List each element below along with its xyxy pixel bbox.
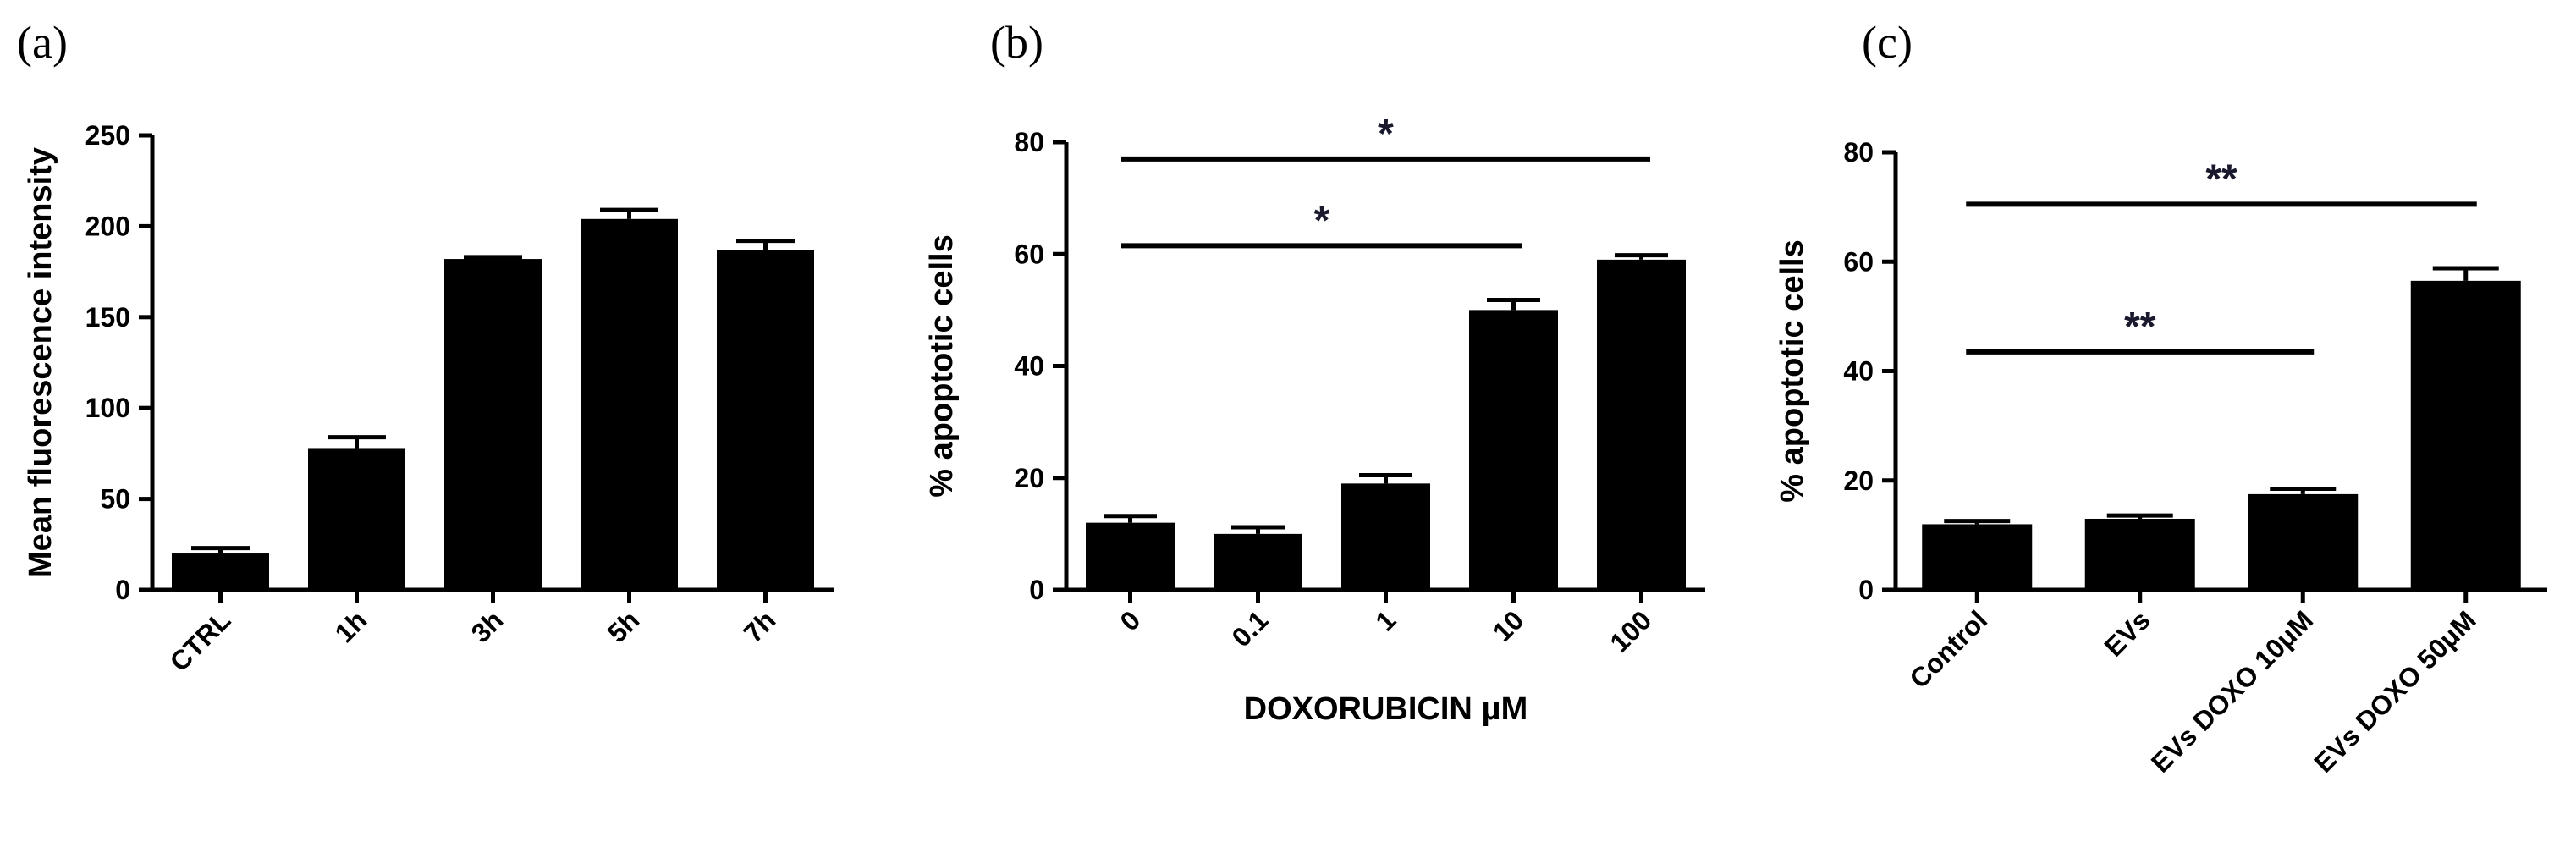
bar-4	[717, 250, 814, 590]
bar-0	[1922, 524, 2033, 590]
panel-label: (c)	[1862, 17, 1913, 68]
bar-3	[1469, 310, 1558, 590]
bar-1	[308, 448, 405, 590]
y-tick-label: 60	[1843, 246, 1874, 277]
y-axis-title: % apoptotic cells	[924, 234, 960, 497]
y-tick-label: 40	[1014, 351, 1044, 382]
bar-1	[1214, 533, 1302, 590]
x-tick-label: EVs DOXO 50μM	[2308, 604, 2481, 778]
y-tick-label: 20	[1843, 465, 1874, 496]
x-tick-label: 7h	[738, 604, 782, 648]
panel-a: (a) 0 50 100 150 200 250 Mean fluorescence inte…	[17, 17, 834, 677]
significance-marker: *	[1314, 198, 1330, 243]
x-tick-label: 10	[1487, 604, 1530, 647]
significance-marker: *	[1378, 112, 1394, 157]
significance-marker: **	[2124, 305, 2156, 349]
y-tick-label: 250	[85, 120, 130, 151]
y-axis-title: Mean fluorescence intensity	[23, 147, 58, 578]
bar-2	[2248, 493, 2359, 590]
y-tick-label: 0	[115, 575, 130, 605]
significance-marker: **	[2205, 157, 2237, 201]
panel-b: (b) 0 20 40 60 80 % apoptotic cells 0 0.1 1 10 100 D…	[924, 17, 1705, 727]
x-tick-label: EVs DOXO 10μM	[2145, 604, 2319, 778]
y-tick-label: 0	[1858, 575, 1874, 605]
bar-4	[1597, 259, 1686, 590]
bar-3	[581, 218, 678, 590]
y-tick-label: 40	[1843, 356, 1874, 387]
y-axis-title: % apoptotic cells	[1775, 239, 1810, 502]
x-tick-label: 5h	[602, 604, 646, 648]
x-tick-label: 3h	[465, 604, 509, 648]
x-tick-label: EVs	[2098, 604, 2155, 662]
x-tick-label: 1h	[329, 604, 373, 648]
x-tick-label: 0.1	[1226, 604, 1274, 652]
y-tick-label: 100	[85, 393, 130, 423]
y-tick-label: 50	[100, 484, 130, 515]
bar-2	[1341, 483, 1430, 590]
bar-3	[2410, 280, 2521, 590]
x-tick-label: CTRL	[164, 604, 237, 677]
panel-label: (a)	[17, 17, 68, 68]
panel-label: (b)	[990, 17, 1043, 68]
x-tick-label: 100	[1604, 604, 1657, 658]
bar-1	[2084, 518, 2195, 590]
bar-0	[172, 553, 269, 590]
y-tick-label: 60	[1014, 239, 1044, 269]
y-tick-label: 150	[85, 302, 130, 333]
bar-2	[444, 259, 542, 590]
y-tick-label: 80	[1014, 127, 1044, 157]
y-tick-label: 200	[85, 211, 130, 241]
x-tick-label: 0	[1114, 604, 1146, 636]
x-tick-label: Control	[1903, 604, 1993, 694]
x-axis-title: DOXORUBICIN μM	[1244, 691, 1528, 727]
y-tick-label: 20	[1014, 463, 1044, 493]
y-tick-label: 80	[1843, 137, 1874, 168]
bar-0	[1086, 522, 1175, 590]
x-tick-label: 1	[1369, 604, 1401, 636]
y-tick-label: 0	[1029, 575, 1044, 605]
